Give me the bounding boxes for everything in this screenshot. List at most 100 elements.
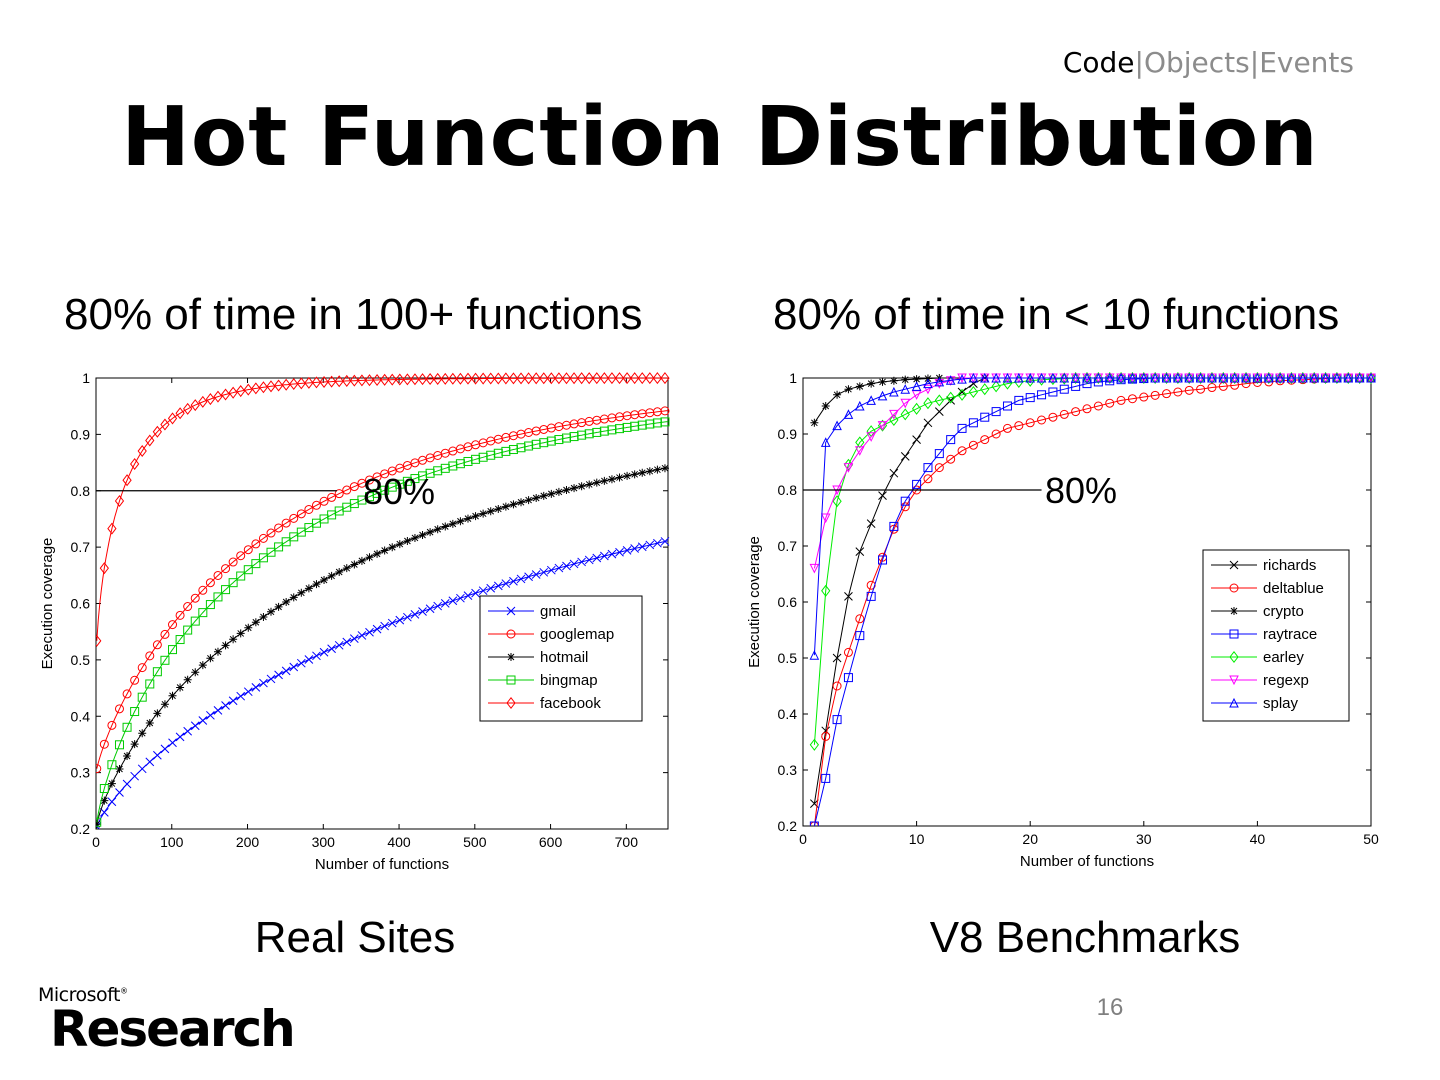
right-caption: V8 Benchmarks bbox=[929, 913, 1241, 962]
y-tick-label: 0.8 bbox=[778, 482, 798, 498]
data-point-gmail bbox=[645, 540, 655, 550]
data-point-splay bbox=[1161, 372, 1172, 383]
legend-label-googlemap: googlemap bbox=[540, 626, 614, 643]
data-point-facebook bbox=[190, 399, 200, 412]
data-point-splay bbox=[968, 372, 979, 383]
data-point-gmail bbox=[554, 563, 564, 573]
data-point-gmail bbox=[304, 655, 314, 664]
data-point-richards bbox=[878, 491, 887, 500]
data-point-bingmap bbox=[660, 417, 670, 427]
data-point-googlemap bbox=[660, 406, 670, 416]
data-point-splay bbox=[900, 384, 911, 394]
data-point-gmail bbox=[630, 544, 640, 553]
x-tick-label: 300 bbox=[312, 834, 336, 850]
data-point-hotmail bbox=[539, 491, 548, 500]
data-point-hotmail bbox=[388, 543, 397, 552]
legend-label-raytrace: raytrace bbox=[1263, 626, 1317, 643]
data-point-googlemap bbox=[289, 513, 299, 523]
data-point-earley bbox=[821, 584, 831, 597]
data-point-earley bbox=[946, 391, 956, 404]
logo-brand-text: Microsoft bbox=[38, 984, 120, 1006]
data-point-raytrace bbox=[980, 412, 990, 422]
data-point-googlemap bbox=[387, 466, 397, 476]
data-point-raytrace bbox=[1082, 379, 1092, 389]
x-tick-label: 20 bbox=[1022, 831, 1038, 847]
series-gmail bbox=[96, 537, 670, 829]
data-point-regexp bbox=[900, 398, 911, 409]
data-point-facebook bbox=[561, 372, 572, 385]
data-point-deltablue bbox=[980, 435, 990, 445]
data-point-hotmail bbox=[456, 517, 465, 526]
data-point-gmail bbox=[99, 807, 109, 817]
x-tick-label: 30 bbox=[1136, 831, 1152, 847]
data-point-facebook bbox=[554, 372, 564, 385]
data-point-facebook bbox=[448, 372, 458, 385]
data-point-googlemap bbox=[258, 533, 268, 543]
data-point-hotmail bbox=[365, 553, 374, 562]
data-point-gmail bbox=[115, 788, 124, 797]
data-point-hotmail bbox=[532, 493, 541, 502]
data-point-bingmap bbox=[266, 547, 276, 557]
data-point-deltablue bbox=[1082, 404, 1092, 414]
x-tick-label: 40 bbox=[1250, 831, 1266, 847]
data-point-hotmail bbox=[494, 504, 503, 513]
data-point-hotmail bbox=[320, 575, 329, 584]
data-point-gmail bbox=[221, 701, 230, 710]
data-point-splay bbox=[1036, 372, 1047, 383]
data-point-splay bbox=[957, 374, 967, 384]
data-point-raytrace bbox=[866, 591, 876, 601]
data-point-gmail bbox=[296, 658, 306, 668]
x-tick-label: 10 bbox=[909, 831, 925, 847]
data-point-bingmap bbox=[122, 722, 132, 732]
microsoft-research-logo: Microsoft® Research bbox=[38, 984, 296, 1058]
data-point-gmail bbox=[546, 565, 556, 575]
data-point-gmail bbox=[236, 691, 246, 701]
data-point-richards bbox=[844, 592, 853, 601]
legend-marker-deltablue bbox=[1229, 583, 1239, 593]
data-point-hotmail bbox=[259, 612, 268, 621]
data-point-bingmap bbox=[243, 565, 253, 575]
data-point-deltablue bbox=[946, 454, 956, 464]
data-point-deltablue bbox=[1048, 412, 1058, 422]
data-point-facebook bbox=[364, 374, 375, 387]
data-point-gmail bbox=[653, 538, 662, 548]
data-point-gmail bbox=[425, 604, 435, 614]
x-tick-label: 200 bbox=[236, 834, 260, 850]
data-point-googlemap bbox=[130, 675, 140, 685]
data-point-gmail bbox=[145, 757, 155, 767]
data-point-googlemap bbox=[281, 518, 291, 528]
y-tick-label: 0.5 bbox=[71, 652, 91, 668]
data-point-facebook bbox=[584, 372, 594, 385]
y-tick-label: 0.9 bbox=[71, 426, 91, 442]
x-tick-label: 500 bbox=[463, 834, 487, 850]
data-point-googlemap bbox=[311, 500, 321, 510]
data-point-facebook bbox=[228, 386, 238, 399]
data-point-gmail bbox=[509, 576, 518, 586]
data-point-deltablue bbox=[1059, 409, 1069, 419]
data-point-bingmap bbox=[213, 592, 223, 602]
data-point-raytrace bbox=[1014, 395, 1024, 405]
data-point-deltablue bbox=[1014, 421, 1024, 431]
data-point-earley bbox=[957, 388, 967, 401]
data-point-facebook bbox=[660, 372, 670, 385]
legend-label-regexp: regexp bbox=[1263, 672, 1309, 689]
data-point-earley bbox=[980, 383, 990, 396]
y-tick-label: 0.3 bbox=[778, 762, 798, 778]
data-point-richards bbox=[889, 468, 899, 478]
x-tick-label: 600 bbox=[539, 834, 563, 850]
data-point-earley bbox=[968, 385, 979, 399]
data-point-facebook bbox=[569, 372, 579, 385]
data-point-splay bbox=[1332, 372, 1342, 383]
data-point-richards bbox=[912, 435, 921, 444]
data-point-bingmap bbox=[251, 559, 261, 569]
data-point-facebook bbox=[304, 376, 314, 389]
data-point-gmail bbox=[403, 612, 412, 622]
data-point-earley bbox=[855, 436, 865, 449]
data-point-richards bbox=[946, 396, 956, 405]
series-googlemap bbox=[96, 406, 670, 774]
left-caption: Real Sites bbox=[254, 913, 456, 962]
data-point-raytrace bbox=[821, 773, 831, 783]
data-point-hotmail bbox=[130, 740, 139, 749]
data-point-bingmap bbox=[258, 553, 268, 563]
data-point-hotmail bbox=[160, 700, 169, 709]
